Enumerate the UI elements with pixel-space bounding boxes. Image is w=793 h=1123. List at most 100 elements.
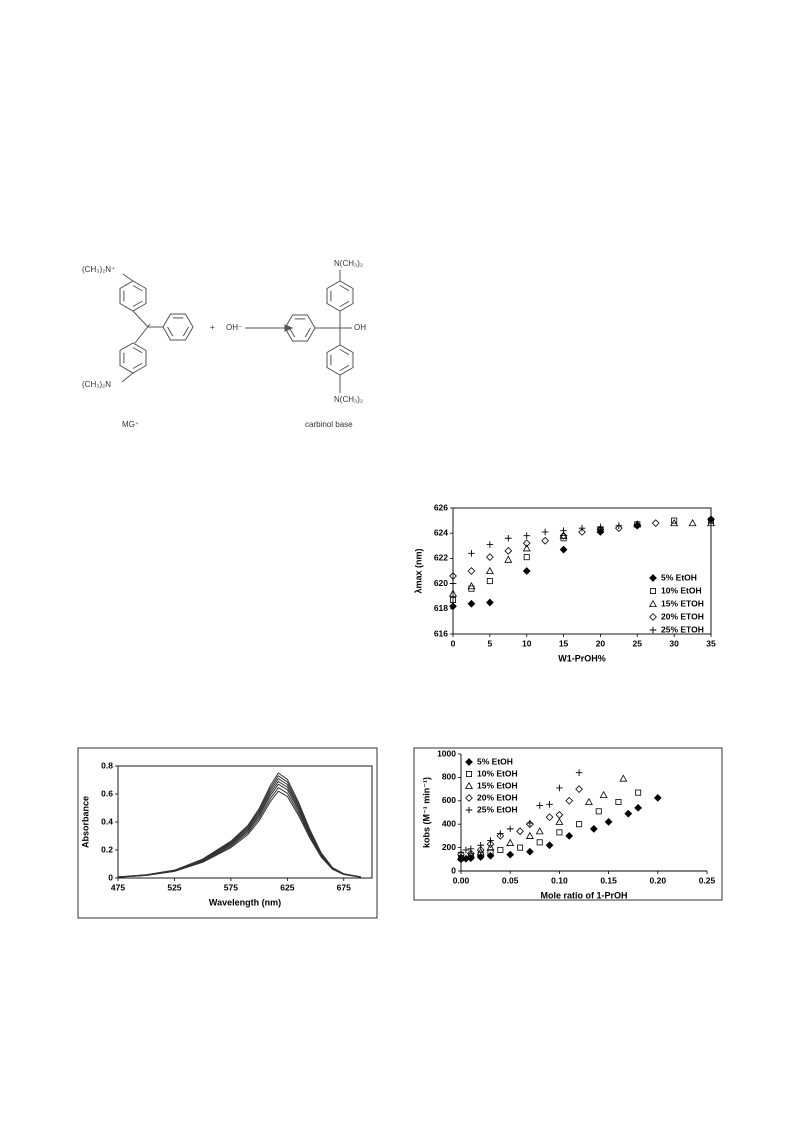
data-point: [596, 525, 605, 534]
data-point: [546, 801, 553, 808]
data-point: [487, 849, 494, 856]
data-point: [536, 802, 544, 809]
data-point: [486, 843, 495, 851]
x-tick-label: 475: [111, 882, 125, 892]
data-point: [466, 849, 475, 858]
legend-label: 5% EtOH: [661, 572, 697, 582]
y-tick-label: 622: [434, 553, 448, 563]
y-tick-label: 1000: [437, 748, 456, 758]
double-bond: [132, 362, 143, 369]
y-axis-label: λmax (nm): [413, 548, 423, 593]
double-bond: [167, 326, 174, 337]
x-axis-label: Wavelength (nm): [209, 897, 281, 907]
y-tick-label: 800: [442, 772, 456, 782]
double-bond: [339, 300, 350, 307]
legend-marker: [465, 758, 473, 766]
data-point: [535, 827, 544, 835]
data-point: [462, 846, 470, 854]
compound-label: carbinol base: [305, 420, 353, 429]
group-label: OH: [354, 323, 366, 332]
data-point: [565, 796, 574, 805]
plot-frame: [117, 765, 373, 879]
legend-label: 5% EtOH: [477, 756, 513, 766]
data-point: [555, 817, 564, 825]
data-point: [575, 785, 583, 793]
bond: [134, 323, 151, 344]
data-point: [449, 596, 456, 603]
y-tick-label: 0.2: [101, 844, 113, 854]
group-label: (CH₃)₂N: [82, 380, 111, 389]
data-point: [457, 848, 465, 856]
data-point: [575, 769, 583, 777]
data-point: [559, 531, 568, 540]
y-tick-label: 0.8: [101, 760, 113, 770]
data-point: [504, 534, 512, 542]
data-point: [526, 847, 534, 856]
legend-label: 15% ETOH: [661, 598, 704, 608]
plus-sign: +: [210, 323, 215, 332]
data-line: [117, 787, 361, 878]
legend-label: 25% EtOH: [477, 804, 518, 814]
y-tick-label: 600: [442, 795, 456, 805]
double-bond: [304, 327, 311, 338]
ring: [284, 314, 316, 342]
legend-label: 20% EtOH: [477, 792, 518, 802]
data-point: [467, 581, 476, 590]
double-bond: [132, 285, 143, 292]
legend-marker: [465, 794, 473, 802]
data-point: [525, 831, 534, 839]
data-point: [599, 790, 608, 798]
data-point: [688, 518, 697, 527]
data-point: [541, 536, 550, 545]
figure-frame: [413, 747, 723, 901]
y-tick-label: 0.6: [101, 788, 113, 798]
data-point: [526, 819, 534, 827]
data-line: [117, 780, 361, 878]
x-tick-label: 35: [706, 638, 716, 648]
data-point: [707, 518, 715, 527]
data-point: [522, 567, 531, 575]
data-line: [117, 775, 361, 878]
data-point: [556, 829, 563, 836]
data-point: [467, 567, 476, 575]
data-point: [506, 850, 515, 859]
legend-marker: [650, 588, 657, 595]
data-point: [496, 832, 505, 840]
x-tick-label: 675: [337, 882, 351, 892]
data-point: [449, 580, 457, 587]
x-tick-label: 10: [522, 638, 532, 648]
legend-label: 10% EtOH: [477, 768, 518, 778]
data-line: [117, 778, 361, 878]
data-point: [559, 545, 568, 554]
data-point: [485, 598, 494, 607]
compound-label: MG⁺: [122, 420, 139, 429]
data-point: [555, 810, 564, 819]
data-point: [449, 572, 457, 580]
data-point: [487, 837, 494, 844]
double-bond: [132, 300, 143, 307]
x-tick-label: 0.20: [650, 875, 667, 885]
data-point: [486, 578, 493, 585]
legend-label: 15% EtOH: [477, 780, 518, 790]
data-point: [615, 522, 623, 529]
y-tick-label: 400: [442, 818, 456, 828]
legend-label: 25% ETOH: [661, 624, 704, 634]
plot-frame: [452, 507, 712, 635]
x-tick-label: 0.00: [453, 875, 470, 885]
data-point: [506, 838, 515, 846]
x-tick-label: 0: [451, 638, 456, 648]
data-point: [596, 525, 605, 533]
legend-marker: [649, 574, 657, 582]
data-point: [604, 817, 613, 826]
data-point: [477, 841, 484, 849]
x-tick-label: 30: [669, 638, 679, 648]
x-axis-label: W1-PrOH%: [558, 653, 606, 663]
data-line: [117, 772, 361, 878]
data-point: [595, 808, 602, 815]
data-point: [449, 589, 457, 597]
data-point: [670, 518, 679, 527]
y-axis-label: kobs (M⁻¹ min⁻¹): [421, 777, 431, 848]
data-point: [449, 602, 457, 611]
data-point: [523, 554, 530, 561]
